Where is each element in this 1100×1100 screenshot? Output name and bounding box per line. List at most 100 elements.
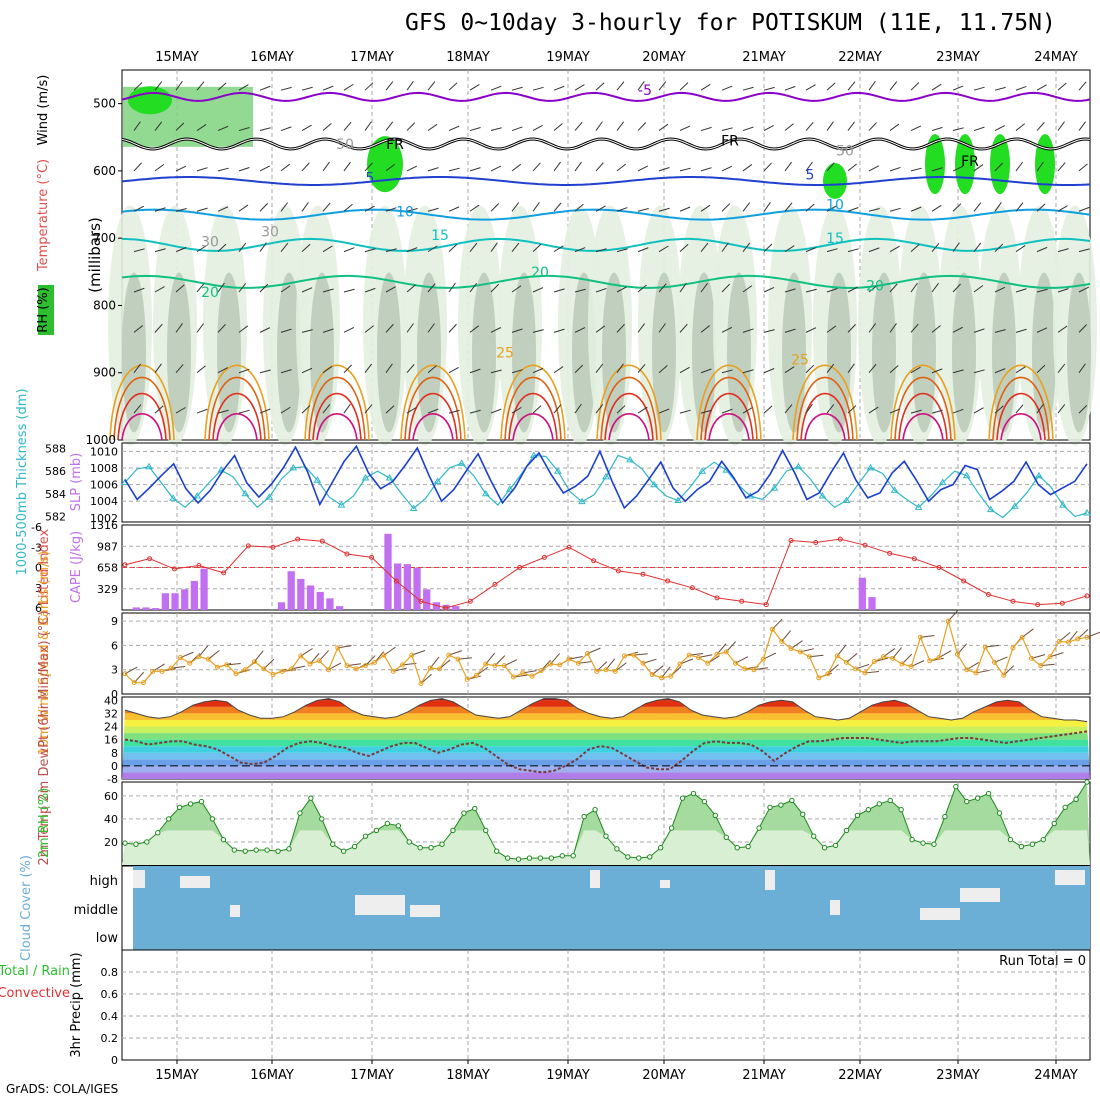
rh-marker bbox=[800, 811, 806, 817]
date-label-top: 20MAY bbox=[642, 50, 686, 65]
wind-barb bbox=[973, 86, 985, 91]
wind-barb bbox=[826, 162, 835, 172]
wind-barb bbox=[196, 81, 205, 91]
contour-label: FR bbox=[961, 154, 979, 170]
wind-barb bbox=[406, 165, 418, 172]
y-tick-label: 0.6 bbox=[101, 988, 119, 1001]
contour-warm bbox=[902, 413, 944, 441]
rh-marker bbox=[789, 797, 795, 804]
thickness-marker bbox=[145, 462, 153, 470]
wind-barb bbox=[469, 83, 480, 91]
wind-barb bbox=[742, 242, 751, 252]
wind-speed-marker bbox=[1038, 663, 1044, 669]
wind-speed-marker bbox=[242, 667, 248, 673]
wind-barb bbox=[889, 245, 900, 253]
wind-barb bbox=[1078, 163, 1088, 172]
wind-barb bbox=[448, 206, 460, 212]
wind-barb bbox=[574, 288, 586, 293]
wind-barb bbox=[511, 202, 520, 212]
li-marker bbox=[1084, 593, 1090, 599]
wind-barb bbox=[343, 403, 351, 414]
y-tick-label: 0.8 bbox=[101, 966, 119, 979]
wind-barb bbox=[1015, 161, 1024, 172]
thickness-marker bbox=[554, 467, 562, 474]
contour-label: 15 bbox=[431, 228, 449, 244]
wind-barb bbox=[910, 244, 920, 253]
wind-barb bbox=[847, 81, 856, 91]
wind-barb bbox=[133, 162, 142, 172]
wind-barb bbox=[952, 326, 963, 333]
wind-barb bbox=[1036, 327, 1048, 333]
y-tick-label: 16 bbox=[104, 734, 118, 747]
wind-barb bbox=[679, 323, 688, 333]
wind-barb bbox=[616, 323, 625, 333]
cape-bar bbox=[384, 533, 392, 610]
temp-line bbox=[124, 698, 1088, 723]
wind-barb bbox=[301, 243, 311, 253]
wind-barb bbox=[427, 408, 439, 414]
wind-barb bbox=[511, 126, 523, 132]
wind-barb bbox=[406, 364, 415, 374]
contour-warm bbox=[796, 376, 854, 441]
wind-barb bbox=[1078, 206, 1090, 212]
wind-speed-marker bbox=[955, 651, 960, 657]
wind-barb bbox=[343, 121, 352, 131]
y-axis-label-right: SLP (mb) bbox=[69, 453, 84, 512]
rh-marker bbox=[144, 839, 150, 845]
thickness-marker bbox=[842, 496, 851, 504]
wind-barb bbox=[259, 127, 271, 132]
wind-barb bbox=[658, 207, 670, 212]
wind-barb bbox=[385, 323, 394, 333]
contour-label: 20 bbox=[531, 265, 549, 281]
rh-legend-swatch bbox=[38, 285, 54, 335]
wind-barb bbox=[721, 85, 733, 91]
wind-barb bbox=[196, 323, 204, 333]
wind-barb bbox=[1057, 162, 1066, 172]
wind-speed-marker bbox=[668, 673, 674, 679]
wind-speed-marker bbox=[538, 668, 544, 674]
wind-barb bbox=[1078, 363, 1086, 374]
wind-barb bbox=[364, 162, 373, 172]
wind-barb bbox=[301, 202, 309, 212]
temp-band bbox=[122, 739, 1090, 747]
rh-marker bbox=[920, 840, 926, 846]
wind-speed-marker bbox=[233, 671, 239, 677]
wind-speed-marker bbox=[455, 656, 461, 662]
rh-shade bbox=[512, 272, 536, 433]
wind-speed-marker bbox=[982, 644, 988, 650]
wind-barb bbox=[595, 205, 606, 212]
thickness-marker bbox=[457, 459, 466, 466]
contour-fr bbox=[121, 137, 1091, 151]
contour-label: 10 bbox=[396, 204, 414, 220]
wind-barb bbox=[280, 328, 292, 333]
wind-barb bbox=[427, 81, 436, 91]
wind-speed-marker bbox=[899, 661, 905, 667]
wind-barb bbox=[1036, 403, 1044, 414]
wind-barb bbox=[532, 329, 544, 333]
contour-label: 20 bbox=[866, 278, 884, 294]
wind-barb bbox=[847, 363, 855, 374]
rh-marker bbox=[166, 816, 172, 822]
wind-barb bbox=[490, 408, 502, 414]
contour-5 bbox=[121, 176, 1091, 186]
thickness-marker bbox=[818, 492, 827, 499]
wind-barb bbox=[952, 369, 964, 374]
contour-warm bbox=[308, 376, 366, 441]
wind-barb bbox=[616, 363, 624, 374]
wind-barb bbox=[154, 248, 166, 253]
rh-shade bbox=[310, 272, 334, 433]
wind-barb bbox=[910, 409, 922, 414]
y-tick-label: 0.4 bbox=[101, 1010, 119, 1023]
wind-barb bbox=[616, 405, 626, 414]
rh-marker bbox=[395, 823, 401, 829]
wind-barb bbox=[868, 80, 876, 91]
wind-barb bbox=[931, 368, 943, 374]
rh-marker bbox=[155, 830, 161, 836]
rh-marker bbox=[974, 795, 981, 801]
contour-warm bbox=[212, 393, 262, 441]
wind-speed-marker bbox=[279, 668, 285, 674]
wind-barb bbox=[805, 84, 816, 91]
wind-barb bbox=[469, 242, 478, 252]
thickness-marker bbox=[433, 477, 442, 484]
li-marker bbox=[566, 544, 572, 550]
